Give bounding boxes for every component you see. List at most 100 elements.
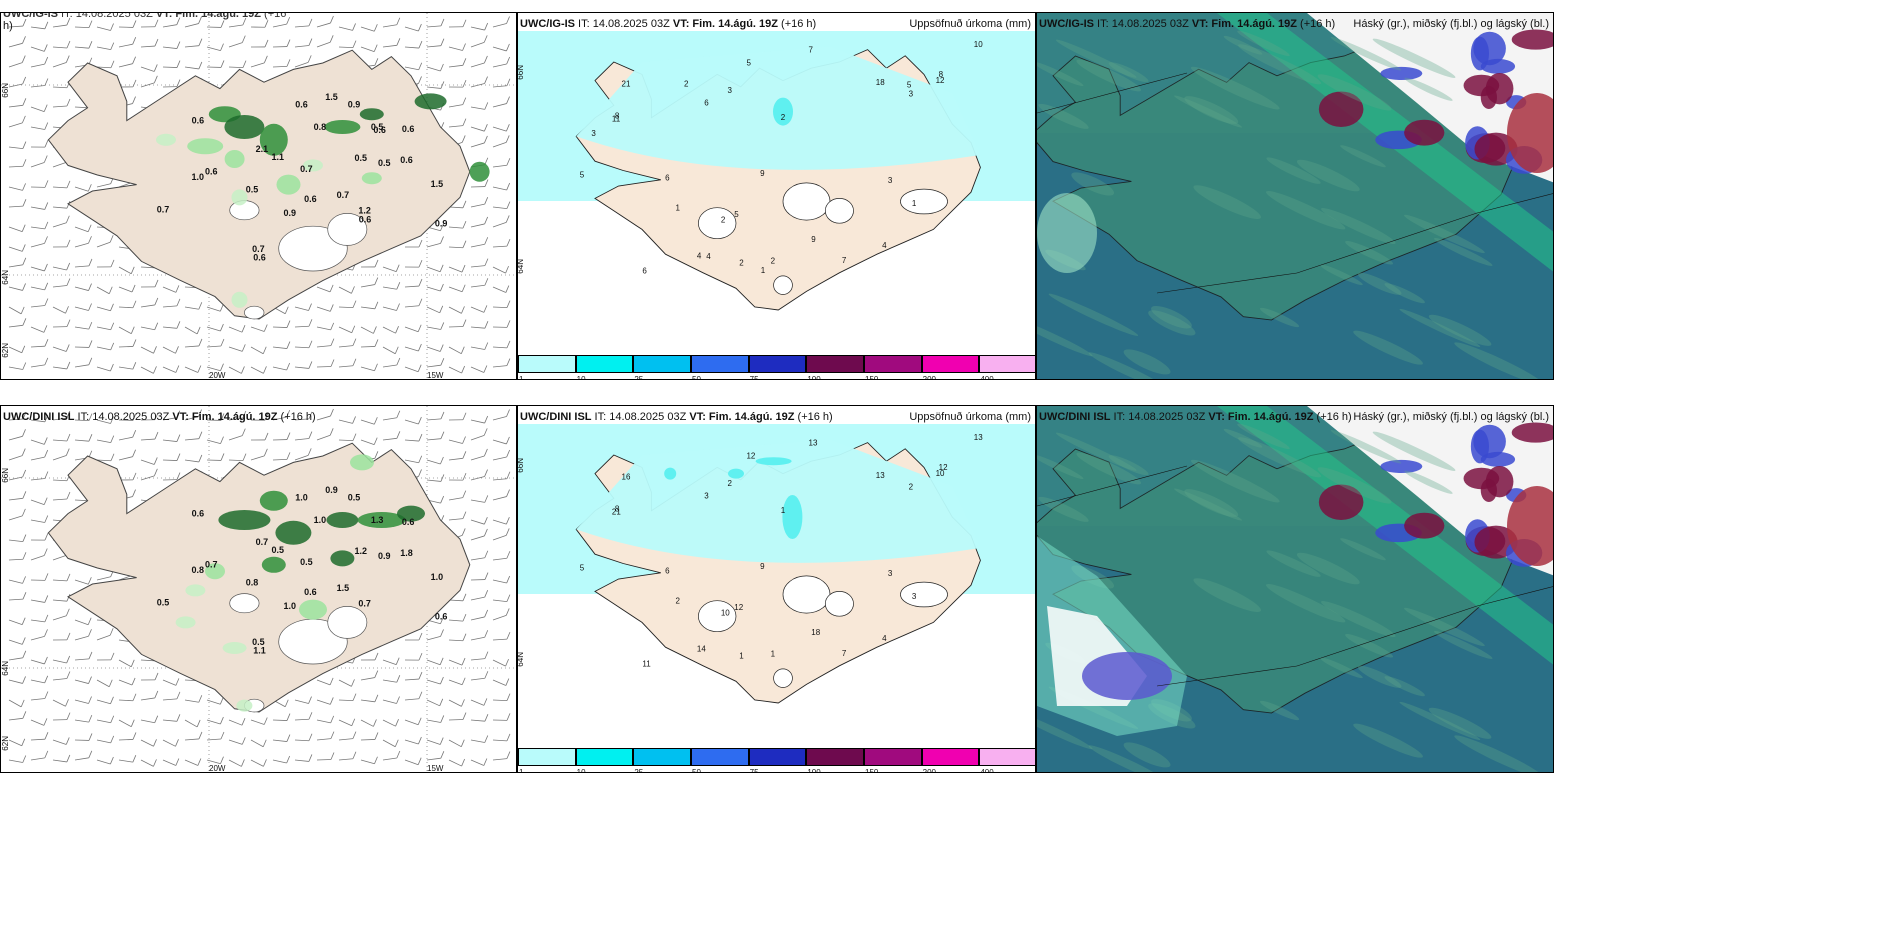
wind-barb-flag xyxy=(110,322,115,330)
wind-barb-flag xyxy=(395,657,400,665)
wind-barb-flag xyxy=(286,39,291,47)
wind-barb-flag xyxy=(21,224,26,232)
wind-barb xyxy=(448,266,463,273)
wind-barb-flag xyxy=(483,365,488,373)
wind-barb xyxy=(404,698,419,701)
wind-barb xyxy=(162,286,177,293)
precip-blob xyxy=(187,138,224,155)
wind-barb-flag xyxy=(440,38,445,46)
wind-value-label: 0.6 xyxy=(373,125,386,135)
precip-value-label: 3 xyxy=(912,592,917,601)
panel-subtitle: Uppsöfnuð úrkoma (mm) xyxy=(909,411,1031,423)
wind-barb xyxy=(492,206,507,210)
wind-barb xyxy=(184,416,199,421)
wind-barb xyxy=(118,679,133,686)
cloud-blob xyxy=(1507,93,1553,173)
wind-barb xyxy=(316,366,332,368)
colorbar-tick-label: 200 xyxy=(922,768,937,773)
wind-barb-flag xyxy=(88,714,93,723)
wind-barb xyxy=(30,499,45,506)
wind-barb xyxy=(382,679,397,683)
colorbar-segment xyxy=(979,748,1035,766)
cloud-streak xyxy=(1372,431,1456,471)
wind-barb xyxy=(360,739,376,741)
precip-value-label: 7 xyxy=(809,46,814,55)
wind-barb xyxy=(382,659,397,666)
wind-barb xyxy=(30,206,45,210)
wind-barb xyxy=(8,306,22,315)
wind-barb xyxy=(382,417,397,421)
wind-barb-flag xyxy=(484,342,489,350)
wind-barb xyxy=(448,366,462,374)
wind-barb xyxy=(30,226,45,230)
wind-barb xyxy=(30,439,45,445)
precip-heavy-blob xyxy=(664,467,677,480)
wind-barb-flag xyxy=(352,40,357,48)
wind-barb xyxy=(294,438,309,441)
wind-barb-flag xyxy=(506,551,511,559)
precip-blob xyxy=(222,642,247,654)
wind-barb-flag xyxy=(154,431,159,440)
wind-barb xyxy=(360,326,374,334)
wind-barb xyxy=(426,757,441,761)
wind-barb-flag xyxy=(373,44,378,52)
wind-barb-flag xyxy=(109,628,114,636)
wind-barb xyxy=(448,619,463,622)
wind-barb xyxy=(8,759,23,763)
wind-barb xyxy=(338,46,354,48)
lat-label-66n: 66N xyxy=(1,468,10,483)
wind-barb xyxy=(8,205,23,208)
wind-barb xyxy=(426,459,441,465)
wind-barb-flag xyxy=(373,719,377,727)
wind-barb-flag xyxy=(440,715,445,723)
wind-barb-flag xyxy=(110,435,115,443)
precip-value-label: 2 xyxy=(675,596,680,605)
wind-barb xyxy=(470,41,485,48)
wind-barb-flag xyxy=(418,632,423,641)
wind-barb-flag xyxy=(241,759,245,767)
precip-blob xyxy=(231,291,248,308)
precip-colorbar: 1 10 25 50 75 100 150 200 400 xyxy=(518,748,1035,773)
wind-barb-flag xyxy=(44,656,48,665)
precip-blob xyxy=(175,616,196,629)
wind-barb-flag xyxy=(461,758,465,767)
wind-barb xyxy=(96,634,111,641)
wind-value-label: 0.9 xyxy=(435,218,448,228)
cloud-streak xyxy=(1404,470,1453,494)
wind-barb xyxy=(52,739,67,745)
wind-barb xyxy=(272,23,287,28)
wind-barb-flag xyxy=(43,497,48,505)
wind-barb-flag xyxy=(176,434,181,442)
wind-barb-flag xyxy=(506,631,511,640)
wind-barb-flag xyxy=(44,78,49,86)
cloud-streak xyxy=(1353,330,1423,365)
wind-barb-flag xyxy=(484,258,489,266)
wind-barb xyxy=(492,286,507,293)
wind-barb-flag xyxy=(130,326,135,334)
wind-barb-flag xyxy=(110,42,115,50)
wind-barb xyxy=(470,596,485,601)
wind-barb-flag xyxy=(153,739,157,747)
wind-barb-flag xyxy=(506,96,510,104)
precip-value-label: 9 xyxy=(811,235,816,244)
wind-barb xyxy=(30,326,45,333)
wind-barb xyxy=(96,46,111,51)
wind-barb xyxy=(338,699,354,702)
wind-barb-flag xyxy=(505,528,510,536)
wind-barb xyxy=(8,455,23,461)
wind-barb-flag xyxy=(418,259,423,268)
wind-barb xyxy=(492,85,507,88)
wind-barb-flag xyxy=(461,365,465,374)
wind-barb xyxy=(316,326,331,331)
wind-value-label: 0.7 xyxy=(205,560,218,570)
wind-barb xyxy=(250,739,264,748)
precip-blob xyxy=(469,161,490,182)
wind-barb xyxy=(492,638,507,641)
wind-barb-flag xyxy=(44,449,49,458)
wind-barb xyxy=(470,658,485,661)
wind-barb-flag xyxy=(484,550,489,558)
cloud-blob xyxy=(1473,424,1506,459)
map-wind-dini: 0.80.80.60.91.01.01.51.80.70.90.71.01.10… xyxy=(1,406,516,772)
wind-barb-flag xyxy=(88,258,93,267)
wind-barb-flag xyxy=(262,346,267,354)
